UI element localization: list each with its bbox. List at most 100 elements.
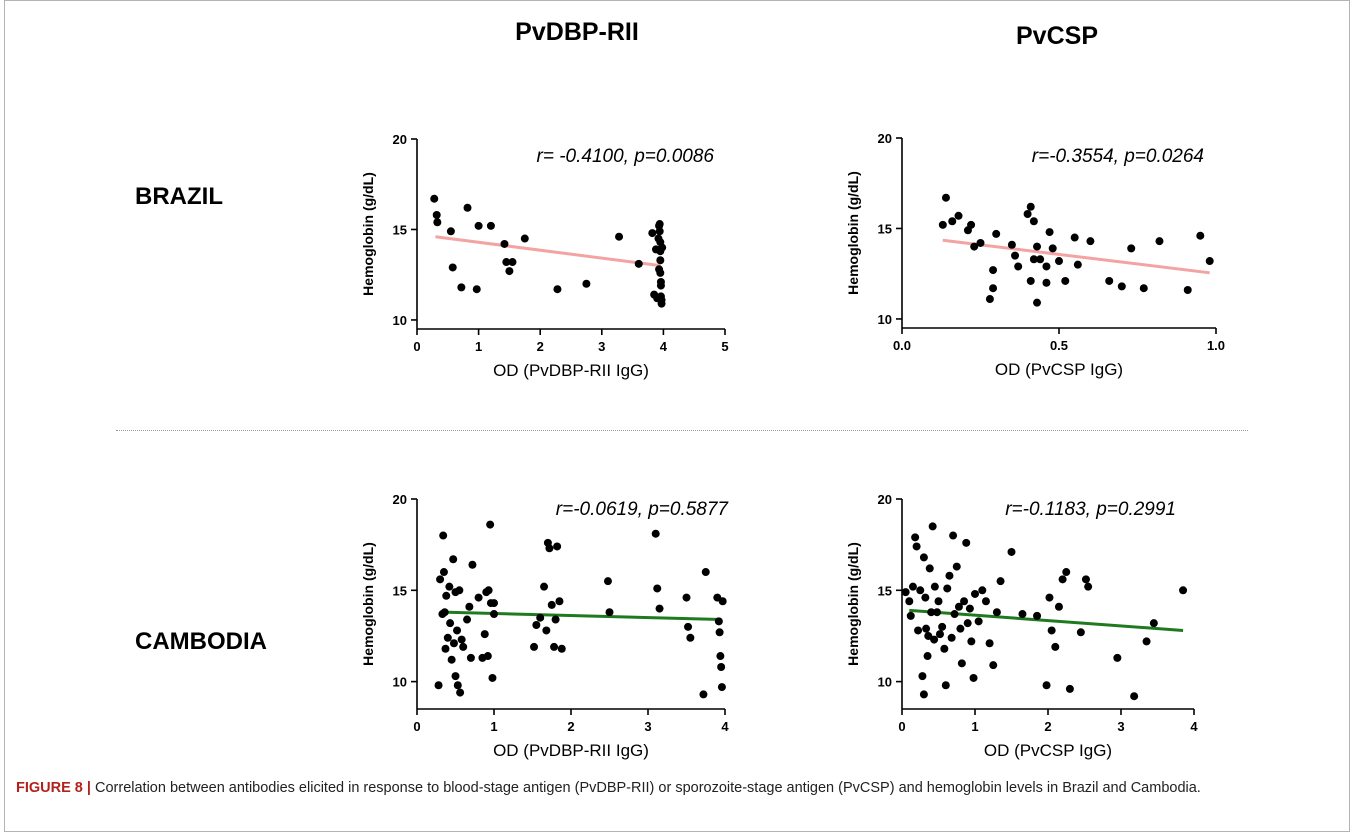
data-point xyxy=(648,229,657,238)
data-point xyxy=(434,681,443,690)
regression-line xyxy=(447,610,722,622)
data-point xyxy=(439,568,448,577)
data-point xyxy=(906,611,915,620)
data-point xyxy=(1081,575,1090,584)
data-point xyxy=(1196,231,1205,240)
row-label-brazil: BRAZIL xyxy=(135,183,223,210)
data-point xyxy=(970,242,979,251)
data-point xyxy=(963,619,972,628)
data-point xyxy=(508,258,517,267)
data-point xyxy=(555,597,564,606)
data-point xyxy=(996,577,1005,586)
data-point xyxy=(488,673,497,682)
data-point xyxy=(1045,228,1054,237)
y-tick-label: 10 xyxy=(393,675,407,690)
data-point xyxy=(981,597,990,606)
x-tick-label: 3 xyxy=(644,719,651,734)
data-point xyxy=(954,602,963,611)
data-point xyxy=(1033,298,1042,307)
data-point xyxy=(1014,262,1023,271)
data-point xyxy=(1011,251,1020,260)
data-point xyxy=(989,266,998,275)
data-point xyxy=(1047,626,1056,635)
data-point xyxy=(465,602,474,611)
data-point xyxy=(455,586,464,595)
y-axis-label: Hemoglobin (g/dL) xyxy=(360,542,376,666)
data-point xyxy=(430,194,439,203)
data-point xyxy=(547,600,556,609)
data-point xyxy=(1155,237,1164,246)
data-point xyxy=(1029,255,1038,264)
data-point xyxy=(962,538,971,547)
y-tick-label: 15 xyxy=(393,222,407,237)
x-axis-label: OD (PvCSP IgG) xyxy=(995,360,1123,379)
data-point xyxy=(912,542,921,551)
data-point xyxy=(490,599,498,608)
data-point xyxy=(950,610,959,619)
x-tick-label: 1 xyxy=(971,719,978,734)
data-point xyxy=(483,652,492,661)
data-point xyxy=(923,652,932,661)
data-point xyxy=(551,615,560,624)
data-point xyxy=(463,615,472,624)
data-point xyxy=(480,630,489,639)
data-point xyxy=(1042,262,1051,271)
y-tick-label: 20 xyxy=(393,492,407,507)
data-point xyxy=(1042,278,1051,287)
data-point xyxy=(532,621,541,629)
figure-caption: FIGURE 8 | Correlation between antibodie… xyxy=(16,778,1336,799)
x-tick-label: 1 xyxy=(475,339,482,354)
data-point xyxy=(1023,210,1032,218)
data-point xyxy=(919,553,928,562)
x-tick-label: 4 xyxy=(660,339,668,354)
data-point xyxy=(502,258,511,267)
data-point xyxy=(545,544,554,553)
regression-line xyxy=(909,608,1184,632)
x-tick-label: 0.0 xyxy=(893,338,911,353)
data-point xyxy=(934,597,943,606)
data-point xyxy=(924,631,933,640)
data-point xyxy=(456,688,465,697)
data-point xyxy=(445,582,454,591)
data-point xyxy=(449,639,458,648)
y-tick-label: 10 xyxy=(878,675,892,690)
data-point xyxy=(992,229,1001,238)
figure-frame xyxy=(4,0,1350,832)
data-point xyxy=(553,285,562,294)
data-point xyxy=(536,613,545,622)
regression-line xyxy=(435,235,661,268)
data-point xyxy=(918,672,927,681)
data-point xyxy=(442,591,451,600)
data-point xyxy=(449,555,458,564)
y-tick-label: 15 xyxy=(878,583,892,598)
data-point xyxy=(1058,575,1067,584)
data-point xyxy=(921,593,930,602)
data-point xyxy=(1033,242,1042,251)
data-point xyxy=(656,281,665,290)
x-tick-label: 1 xyxy=(490,719,497,734)
data-point xyxy=(605,608,614,617)
correlation-annotation: r=-0.0619, p=0.5877 xyxy=(556,499,730,520)
data-point xyxy=(553,542,562,551)
data-point xyxy=(971,589,979,598)
data-point xyxy=(684,622,693,631)
data-point xyxy=(463,203,472,212)
data-point xyxy=(656,268,665,277)
data-point xyxy=(969,673,978,682)
data-point xyxy=(1054,602,1063,611)
row-divider xyxy=(116,430,1248,431)
data-point xyxy=(945,571,954,580)
data-point xyxy=(922,624,931,633)
data-point xyxy=(989,284,998,293)
data-point xyxy=(716,652,725,661)
data-point xyxy=(446,227,455,236)
data-point xyxy=(530,642,539,651)
data-point xyxy=(992,608,1001,617)
correlation-annotation: r= -0.4100, p=0.0086 xyxy=(537,146,715,167)
data-point xyxy=(655,604,664,613)
y-tick-label: 15 xyxy=(393,583,407,598)
x-tick-label: 0 xyxy=(413,339,420,354)
data-point xyxy=(505,267,514,276)
data-point xyxy=(1055,257,1063,266)
data-point xyxy=(956,624,965,633)
